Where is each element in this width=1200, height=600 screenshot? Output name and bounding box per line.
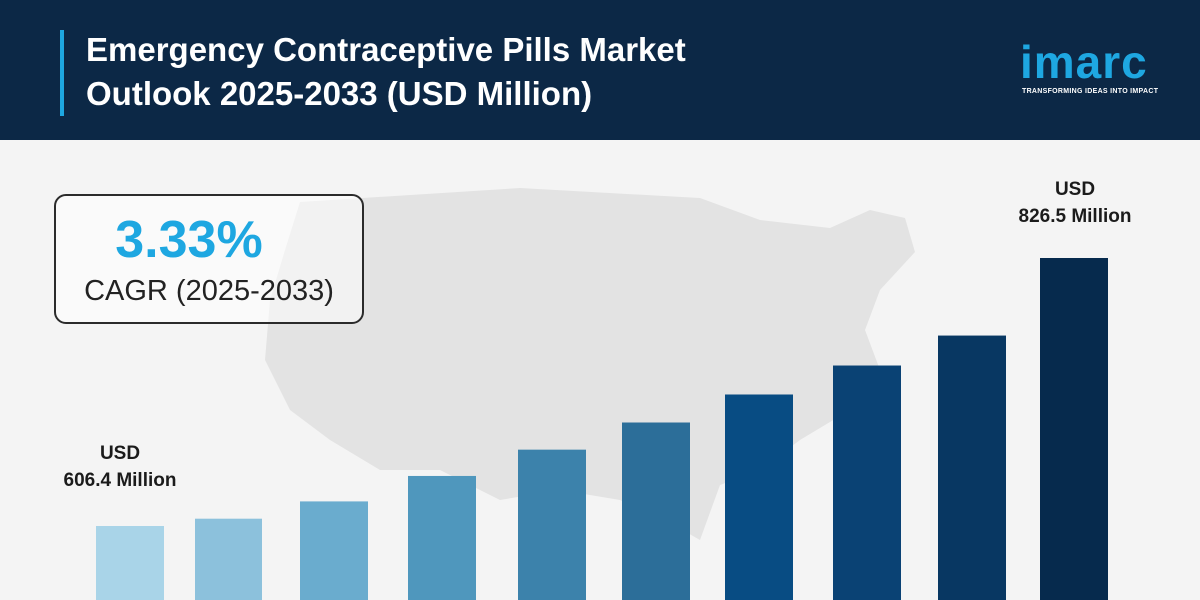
cagr-label: CAGR (2025-2033) [84,275,334,307]
bar-6 [725,394,793,600]
bar-1 [195,518,262,600]
bar-9 [1040,258,1108,600]
header-accent-bar [60,30,64,116]
chart-title-line2: Outlook 2025-2033 (USD Million) [86,75,593,112]
imarc-logo: imarc TRANSFORMING IDEAS INTO IMPACT [1010,34,1180,104]
chart-title: Emergency Contraceptive Pills Market Out… [86,28,846,116]
cagr-callout: 3.33% CAGR (2025-2033) [54,194,364,324]
last-value-currency: USD [1054,179,1096,200]
chart-title-line1: Emergency Contraceptive Pills Market [86,31,686,68]
last-value-label: USD 826.5 Million [995,176,1155,230]
first-value-currency: USD [99,443,141,464]
last-value-amount: 826.5 Million [1018,206,1132,227]
first-value-label: USD 606.4 Million [40,440,200,494]
bar-7 [833,365,901,600]
bar-2 [300,501,368,600]
cagr-value: 3.33% [115,211,263,269]
bar-4 [518,449,586,600]
bar-8 [938,335,1006,600]
first-value-amount: 606.4 Million [63,470,177,491]
bar-3 [408,475,476,600]
logo-tagline: TRANSFORMING IDEAS INTO IMPACT [1022,88,1159,95]
bar-0 [96,526,164,600]
header-banner: Emergency Contraceptive Pills Market Out… [0,0,1200,140]
logo-wordmark: imarc [1020,36,1148,88]
bar-5 [622,422,690,600]
